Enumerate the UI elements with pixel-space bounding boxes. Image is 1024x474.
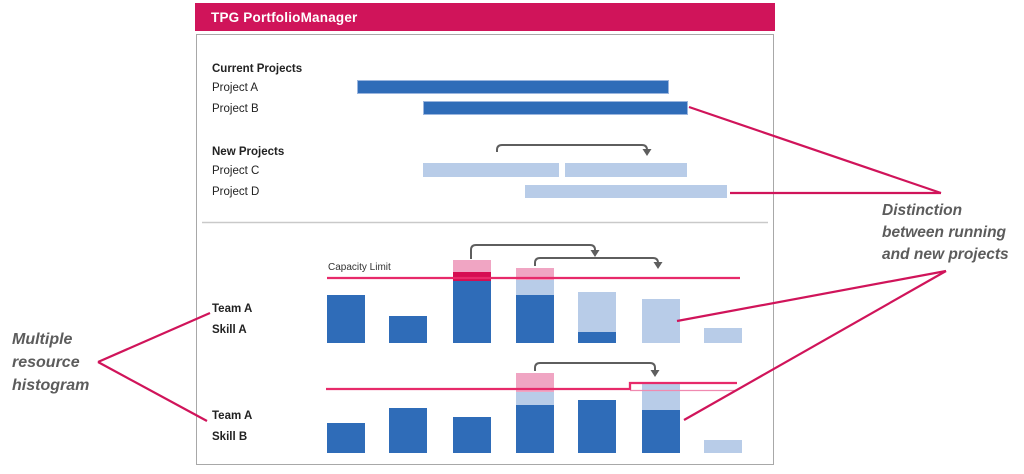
annotation-text-line: and new projects <box>882 246 1009 263</box>
histogram-segment-used <box>642 410 680 453</box>
histogram-segment-planned <box>704 328 742 343</box>
skill-label-skill-a: Skill A <box>212 324 247 336</box>
histogram-segment-used <box>389 316 427 343</box>
row-label-project-c: Project C <box>212 165 260 177</box>
histogram-segment-used <box>453 417 491 453</box>
histogram-segment-over_new <box>516 373 554 392</box>
histogram-segment-planned <box>516 391 554 405</box>
row-label-project-b: Project B <box>212 103 259 115</box>
histogram-segment-used <box>453 281 491 343</box>
histogram-segment-over_run <box>453 272 491 281</box>
histogram-segment-over_new <box>516 268 554 280</box>
gantt-bar-project-c[interactable] <box>423 163 559 177</box>
gantt-bar-project-a[interactable] <box>357 80 669 94</box>
annotation-text-line: Multiple <box>12 331 73 348</box>
gantt-bar-project-d[interactable] <box>525 185 727 198</box>
skill-label-skill-b: Skill B <box>212 431 248 443</box>
gantt-bar-project-b[interactable] <box>423 101 688 115</box>
gantt-bar-project-c[interactable] <box>565 163 687 177</box>
histogram-segment-planned <box>642 299 680 343</box>
histogram-segment-planned <box>704 440 742 453</box>
team-label-team-a-skill-b: Team A <box>212 410 253 422</box>
histogram-segment-used <box>327 295 365 343</box>
histogram-segment-planned <box>516 280 554 295</box>
histogram-segment-planned <box>578 292 616 332</box>
annotation-multiple-resource-histogram: Multiple resource histogram <box>12 328 89 397</box>
histogram-segment-used <box>389 408 427 453</box>
capacity-limit-label: Capacity Limit <box>328 262 391 273</box>
row-label-project-d: Project D <box>212 186 260 198</box>
histogram-segment-planned <box>642 383 680 410</box>
histogram-segment-used <box>327 423 365 453</box>
window-header: TPG PortfolioManager <box>195 3 775 31</box>
team-label-team-a-skill-a: Team A <box>212 303 253 315</box>
histogram-segment-used <box>578 332 616 343</box>
annotation-text-line: resource <box>12 354 80 371</box>
annotation-text-line: Distinction <box>882 202 963 219</box>
annotation-text-line: histogram <box>12 377 90 394</box>
histogram-segment-over_new <box>453 260 491 272</box>
annotation-text-line: between running <box>882 224 1006 241</box>
row-label-project-a: Project A <box>212 82 259 94</box>
histogram-segment-used <box>516 405 554 453</box>
window-title: TPG PortfolioManager <box>211 9 358 25</box>
annotation-distinction-running-new: Distinction between running and new proj… <box>882 200 1009 266</box>
section-label-new-projects: New Projects <box>212 146 285 158</box>
histogram-segment-used <box>516 295 554 343</box>
section-label-current-projects: Current Projects <box>212 63 303 75</box>
histogram-segment-used <box>578 400 616 453</box>
